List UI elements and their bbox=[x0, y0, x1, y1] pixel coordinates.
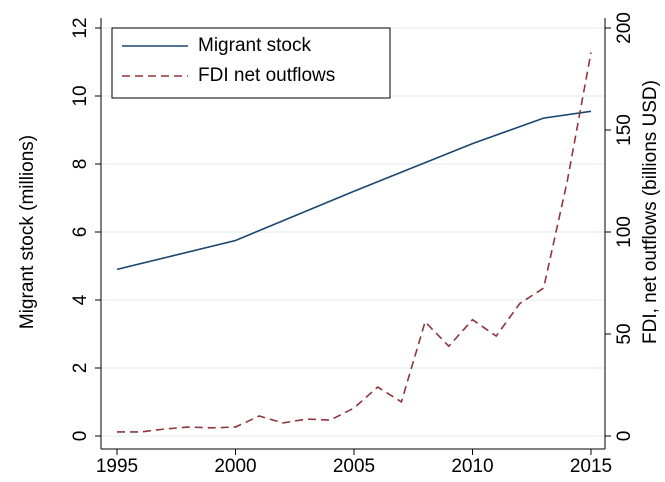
y-tick-label: 12 bbox=[70, 17, 91, 38]
y2-axis-label: FDI, net outflows (billions USD) bbox=[640, 80, 661, 344]
y-tick-label: 6 bbox=[70, 227, 91, 238]
series-line bbox=[117, 52, 592, 433]
x-tick-label: 2000 bbox=[214, 456, 256, 477]
series-line bbox=[116, 110, 592, 271]
x-tick-label: 2015 bbox=[570, 456, 612, 477]
legend-label: FDI net outflows bbox=[198, 65, 335, 86]
x-tick-label: 2005 bbox=[333, 456, 375, 477]
y-tick-label: 10 bbox=[70, 85, 91, 106]
x-tick-label: 1995 bbox=[96, 456, 138, 477]
y-tick-label: 8 bbox=[70, 159, 91, 170]
y2-tick-label: 200 bbox=[614, 12, 635, 44]
y2-tick-label: 100 bbox=[614, 216, 635, 248]
y2-tick-label: 50 bbox=[614, 323, 635, 344]
legend-label: Migrant stock bbox=[198, 35, 311, 56]
y-tick-label: 4 bbox=[70, 294, 91, 305]
y2-tick-label: 0 bbox=[614, 431, 635, 442]
y-tick-label: 0 bbox=[70, 431, 91, 442]
y-axis-label: Migrant stock (millions) bbox=[17, 135, 38, 329]
y2-tick-label: 150 bbox=[614, 114, 635, 146]
x-tick-label: 2010 bbox=[451, 456, 493, 477]
y-tick-label: 2 bbox=[70, 363, 91, 374]
legend-box bbox=[111, 27, 391, 99]
